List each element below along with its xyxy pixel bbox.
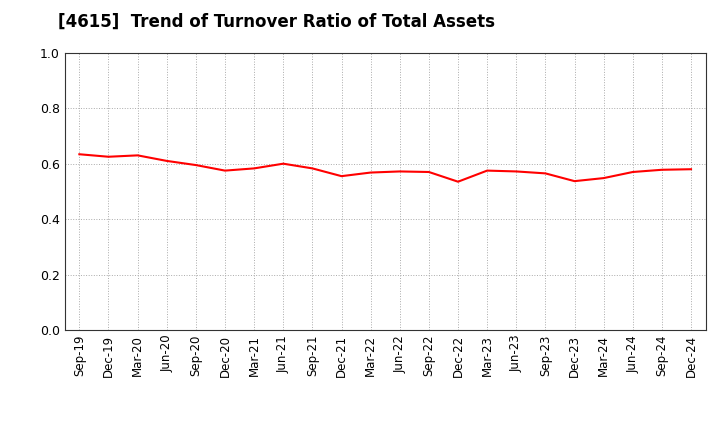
Text: [4615]  Trend of Turnover Ratio of Total Assets: [4615] Trend of Turnover Ratio of Total … xyxy=(58,13,495,31)
